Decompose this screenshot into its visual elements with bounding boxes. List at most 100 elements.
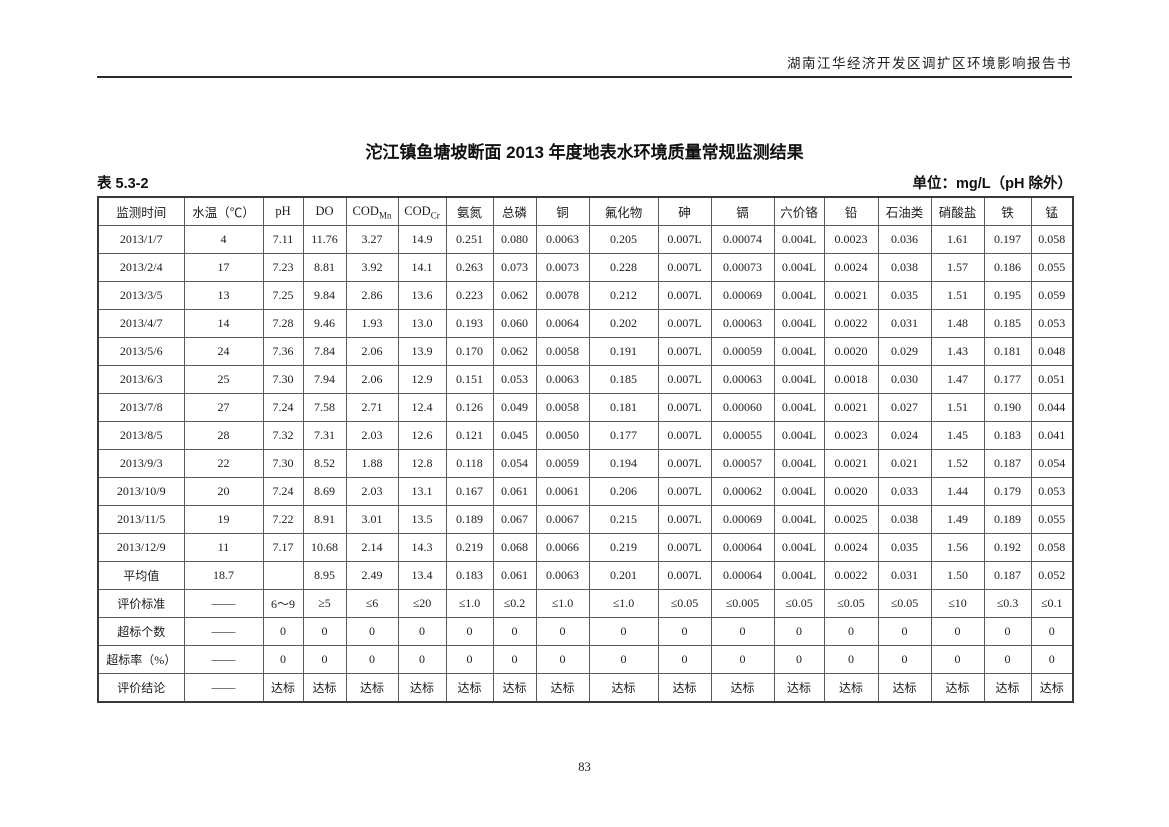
- cell: 0.004L: [773, 281, 825, 310]
- cell: 达标: [492, 673, 537, 703]
- table-row: 超标个数 —— 0 0 0 0 0 0 0 0 0 0 0 0 0 0 0 0: [97, 617, 1074, 646]
- cell: 0.192: [983, 533, 1032, 562]
- cell: 13.0: [397, 309, 447, 338]
- cell: 1.93: [345, 309, 399, 338]
- unit-label: 单位：mg/L（pH 除外）: [912, 176, 1073, 192]
- cell: 0.007L: [657, 309, 712, 338]
- cell: 达标: [262, 673, 304, 703]
- page-number: 83: [578, 760, 591, 774]
- cell: 1.47: [930, 365, 985, 394]
- cell: 0.189: [445, 505, 494, 534]
- cell: 0.0024: [823, 253, 879, 282]
- cell: 0.031: [877, 561, 932, 590]
- cell: 0.0020: [823, 337, 879, 366]
- cell: 0.0058: [535, 337, 590, 366]
- cell: 0.185: [983, 309, 1032, 338]
- row-label: 2013/5/6: [97, 337, 185, 366]
- cell: 0.126: [445, 393, 494, 422]
- cell: 10.68: [302, 533, 347, 562]
- cell: 0.007L: [657, 337, 712, 366]
- cell: 0.0023: [823, 421, 879, 450]
- cell: 0.212: [588, 281, 659, 310]
- cell: 14.1: [397, 253, 447, 282]
- cell: 0.219: [588, 533, 659, 562]
- cell: 达标: [930, 673, 985, 703]
- cell: ≤6: [345, 589, 399, 618]
- table-row: 2013/6/3 25 7.30 7.94 2.06 12.9 0.151 0.053 0.00…: [97, 365, 1074, 394]
- cell: 0: [445, 645, 494, 674]
- table-row: 2013/7/8 27 7.24 7.58 2.71 12.4 0.126 0.049 0.00…: [97, 393, 1074, 422]
- cell: 12.6: [397, 421, 447, 450]
- cell: 1.48: [930, 309, 985, 338]
- cell: 0.068: [492, 533, 537, 562]
- cell: 0: [710, 617, 775, 646]
- cell: 0.004L: [773, 421, 825, 450]
- cell: 7.58: [302, 393, 347, 422]
- cell: 7.23: [262, 253, 304, 282]
- cell: 0.035: [877, 533, 932, 562]
- cell: 0: [930, 645, 985, 674]
- cell: 0.038: [877, 505, 932, 534]
- cell: 24: [183, 337, 264, 366]
- cell: ——: [183, 645, 264, 674]
- cell: 17: [183, 253, 264, 282]
- cell: 0.187: [983, 449, 1032, 478]
- cell: 7.36: [262, 337, 304, 366]
- cell: 0.00063: [710, 365, 775, 394]
- cell: 0.0066: [535, 533, 590, 562]
- row-label: 超标个数: [97, 617, 185, 646]
- table-row: 平均值 18.7 8.95 2.49 13.4 0.183 0.061 0.0063 0.201…: [97, 561, 1074, 590]
- cell: 7.22: [262, 505, 304, 534]
- cell: 0.206: [588, 477, 659, 506]
- cell: 0: [773, 617, 825, 646]
- cell: 0.0021: [823, 393, 879, 422]
- cell: 0.181: [983, 337, 1032, 366]
- cell: ≤0.1: [1030, 589, 1074, 618]
- cell: ≤1.0: [445, 589, 494, 618]
- cell: 0.061: [492, 477, 537, 506]
- row-label: 2013/10/9: [97, 477, 185, 506]
- table-row: 2013/12/9 11 7.17 10.68 2.14 14.3 0.219 0.068 0.…: [97, 533, 1074, 562]
- cell: 0.201: [588, 561, 659, 590]
- cell: 达标: [302, 673, 347, 703]
- cell: 12.4: [397, 393, 447, 422]
- cell: 0.215: [588, 505, 659, 534]
- cell: 0.0020: [823, 477, 879, 506]
- cell: 0.033: [877, 477, 932, 506]
- cell: 0.004L: [773, 449, 825, 478]
- cell: ≤1.0: [535, 589, 590, 618]
- cell: 0.055: [1030, 253, 1074, 282]
- cell: 0: [877, 645, 932, 674]
- header-rule: [97, 76, 1072, 78]
- cell: 0: [302, 645, 347, 674]
- cell: 0.251: [445, 225, 494, 254]
- cell: [262, 561, 304, 590]
- cell: 0.007L: [657, 561, 712, 590]
- cell: 8.95: [302, 561, 347, 590]
- cell: 0.00064: [710, 561, 775, 590]
- cell: 1.88: [345, 449, 399, 478]
- cell: 0: [983, 645, 1032, 674]
- column-header: 铁: [983, 196, 1032, 226]
- cell: 3.92: [345, 253, 399, 282]
- cell: 9.46: [302, 309, 347, 338]
- cell: 0.0021: [823, 449, 879, 478]
- cell: 0: [262, 645, 304, 674]
- cell: 0.030: [877, 365, 932, 394]
- column-header: 总磷: [492, 196, 537, 226]
- cell: 0.0061: [535, 477, 590, 506]
- cell: 0.048: [1030, 337, 1074, 366]
- cell: 1.45: [930, 421, 985, 450]
- cell: 0.004L: [773, 337, 825, 366]
- cell: 0.0022: [823, 309, 879, 338]
- cell: 12.8: [397, 449, 447, 478]
- cell: 0.00073: [710, 253, 775, 282]
- table-row: 2013/8/5 28 7.32 7.31 2.03 12.6 0.121 0.045 0.00…: [97, 421, 1074, 450]
- row-label: 平均值: [97, 561, 185, 590]
- cell: 0.190: [983, 393, 1032, 422]
- cell: 0.0023: [823, 225, 879, 254]
- cell: 0.058: [1030, 225, 1074, 254]
- cell: 0.058: [1030, 533, 1074, 562]
- cell: 7.24: [262, 393, 304, 422]
- cell: 0: [1030, 617, 1074, 646]
